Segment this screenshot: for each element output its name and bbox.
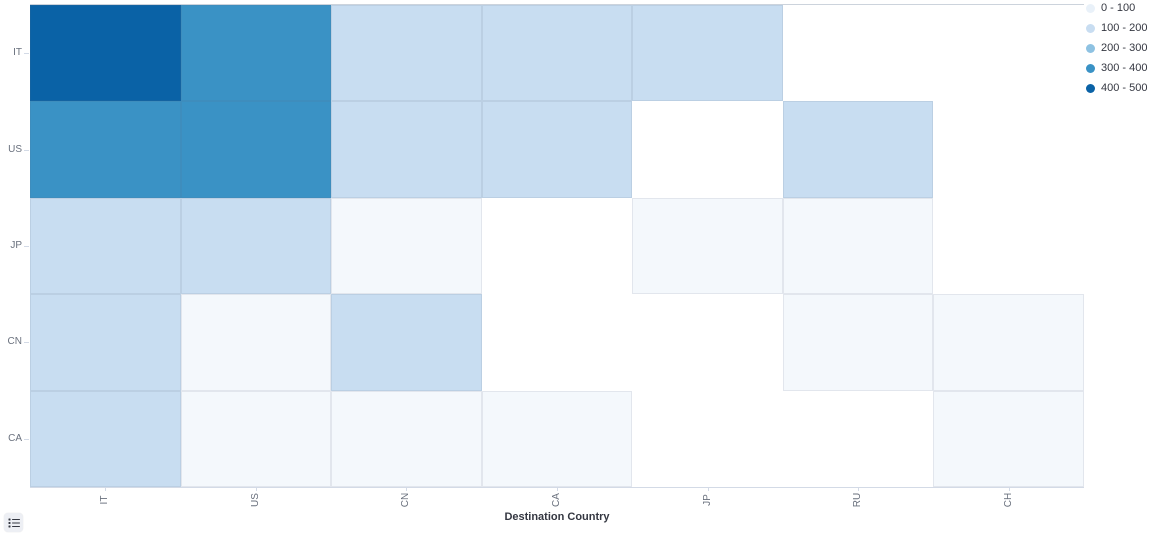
legend-swatch-icon xyxy=(1086,23,1095,33)
legend-item-200-300[interactable]: 200 - 300 xyxy=(1086,42,1147,54)
heatmap-cell-JP-IT[interactable] xyxy=(30,197,181,295)
legend-item-300-400[interactable]: 300 - 400 xyxy=(1086,62,1147,74)
x-axis-label-CH: CH xyxy=(1002,492,1014,508)
heatmap-cell-JP-US[interactable] xyxy=(180,197,332,295)
heatmap-cell-CN-JP xyxy=(632,294,783,390)
heatmap-cell-CA-JP xyxy=(632,391,783,487)
legend-label: 400 - 500 xyxy=(1101,82,1148,95)
x-axis-tick xyxy=(707,487,709,491)
heatmap-cell-CA-CA[interactable] xyxy=(481,390,633,487)
legend-swatch-icon xyxy=(1086,63,1095,73)
heatmap-cell-US-US[interactable] xyxy=(180,101,332,198)
y-axis-tick xyxy=(24,438,29,440)
heatmap-cell-US-IT[interactable] xyxy=(30,101,181,198)
heatmap-cell-US-RU[interactable] xyxy=(782,101,934,198)
legend-label: 300 - 400 xyxy=(1101,62,1148,75)
heatmap-cell-IT-CA[interactable] xyxy=(481,5,633,102)
heatmap-cell-US-CN[interactable] xyxy=(331,101,482,198)
y-axis-tick xyxy=(24,246,29,247)
x-axis-tick xyxy=(858,487,860,491)
y-axis-label-CN: CN xyxy=(7,336,22,348)
x-axis-label-US: US xyxy=(249,493,261,507)
x-axis-tick xyxy=(406,487,408,491)
heatmap-cell-CN-RU[interactable] xyxy=(782,294,934,391)
legend-label: 200 - 300 xyxy=(1101,42,1148,55)
heatmap-cell-CA-US[interactable] xyxy=(180,390,332,487)
heatmap-cell-US-CA[interactable] xyxy=(481,101,633,198)
heatmap-cell-CN-US[interactable] xyxy=(180,294,332,391)
heatmap-cell-JP-CN[interactable] xyxy=(331,197,482,295)
heatmap-cell-IT-CH xyxy=(933,5,1084,101)
chart-top-border xyxy=(30,4,1084,5)
x-axis-tick xyxy=(1008,487,1010,491)
heatmap-cell-IT-IT[interactable] xyxy=(30,5,181,102)
x-axis-tick xyxy=(105,487,107,491)
heatmap-cell-US-JP xyxy=(632,101,783,197)
legend: 0 - 100 100 - 200 200 - 300 300 - 400 400 - … xyxy=(1086,2,1147,94)
y-axis-label-IT: IT xyxy=(13,47,22,59)
y-axis-label-CA: CA xyxy=(8,432,22,444)
y-axis-tick xyxy=(24,342,29,344)
heatmap-plot xyxy=(30,5,1084,487)
list-icon xyxy=(8,517,20,529)
legend-item-0-100[interactable]: 0 - 100 xyxy=(1086,2,1147,14)
heatmap-cell-JP-RU[interactable] xyxy=(782,197,934,295)
heatmap-cell-CA-CH[interactable] xyxy=(933,390,1084,487)
legend-label: 0 - 100 xyxy=(1101,2,1136,14)
y-axis-tick xyxy=(24,53,29,55)
heatmap-cell-CN-CH[interactable] xyxy=(933,294,1084,391)
x-axis-label-JP: JP xyxy=(701,494,713,506)
heatmap-cell-JP-CA xyxy=(482,198,633,294)
heatmap-cell-CA-RU xyxy=(783,391,934,487)
heatmap-cell-US-CH xyxy=(933,101,1084,197)
x-axis-tick xyxy=(255,487,257,491)
y-axis-label-JP: JP xyxy=(10,240,22,251)
heatmap-cell-IT-CN[interactable] xyxy=(331,5,482,102)
x-axis-label-CN: CN xyxy=(400,492,412,508)
x-axis-label-IT: IT xyxy=(99,495,111,505)
legend-swatch-icon xyxy=(1086,43,1095,53)
legend-swatch-icon xyxy=(1086,83,1095,93)
x-axis-label-CA: CA xyxy=(551,493,562,507)
legend-item-400-500[interactable]: 400 - 500 xyxy=(1086,82,1147,94)
heatmap-cell-IT-RU xyxy=(783,5,934,101)
legend-toggle-button[interactable] xyxy=(4,513,23,532)
y-axis-tick xyxy=(24,149,29,151)
y-axis-label-US: US xyxy=(8,143,22,155)
legend-item-100-200[interactable]: 100 - 200 xyxy=(1086,22,1147,34)
legend-swatch-icon xyxy=(1086,3,1095,13)
x-axis-label-RU: RU xyxy=(852,492,864,508)
legend-label: 100 - 200 xyxy=(1101,22,1148,35)
heatmap-cell-JP-CH xyxy=(933,198,1084,294)
heatmap-cell-CN-CA xyxy=(482,294,633,390)
heatmap-cell-CN-CN[interactable] xyxy=(331,294,482,391)
heatmap-cell-JP-JP[interactable] xyxy=(632,197,783,295)
heatmap-grid xyxy=(30,5,1084,487)
heatmap-cell-IT-JP[interactable] xyxy=(632,5,783,102)
x-axis-title: Destination Country xyxy=(504,511,610,523)
heatmap-cell-CA-IT[interactable] xyxy=(30,390,181,487)
heatmap-cell-CN-IT[interactable] xyxy=(30,294,181,391)
heatmap-cell-CA-CN[interactable] xyxy=(331,390,482,487)
heatmap-cell-IT-US[interactable] xyxy=(180,5,332,102)
x-axis-tick xyxy=(557,487,558,491)
